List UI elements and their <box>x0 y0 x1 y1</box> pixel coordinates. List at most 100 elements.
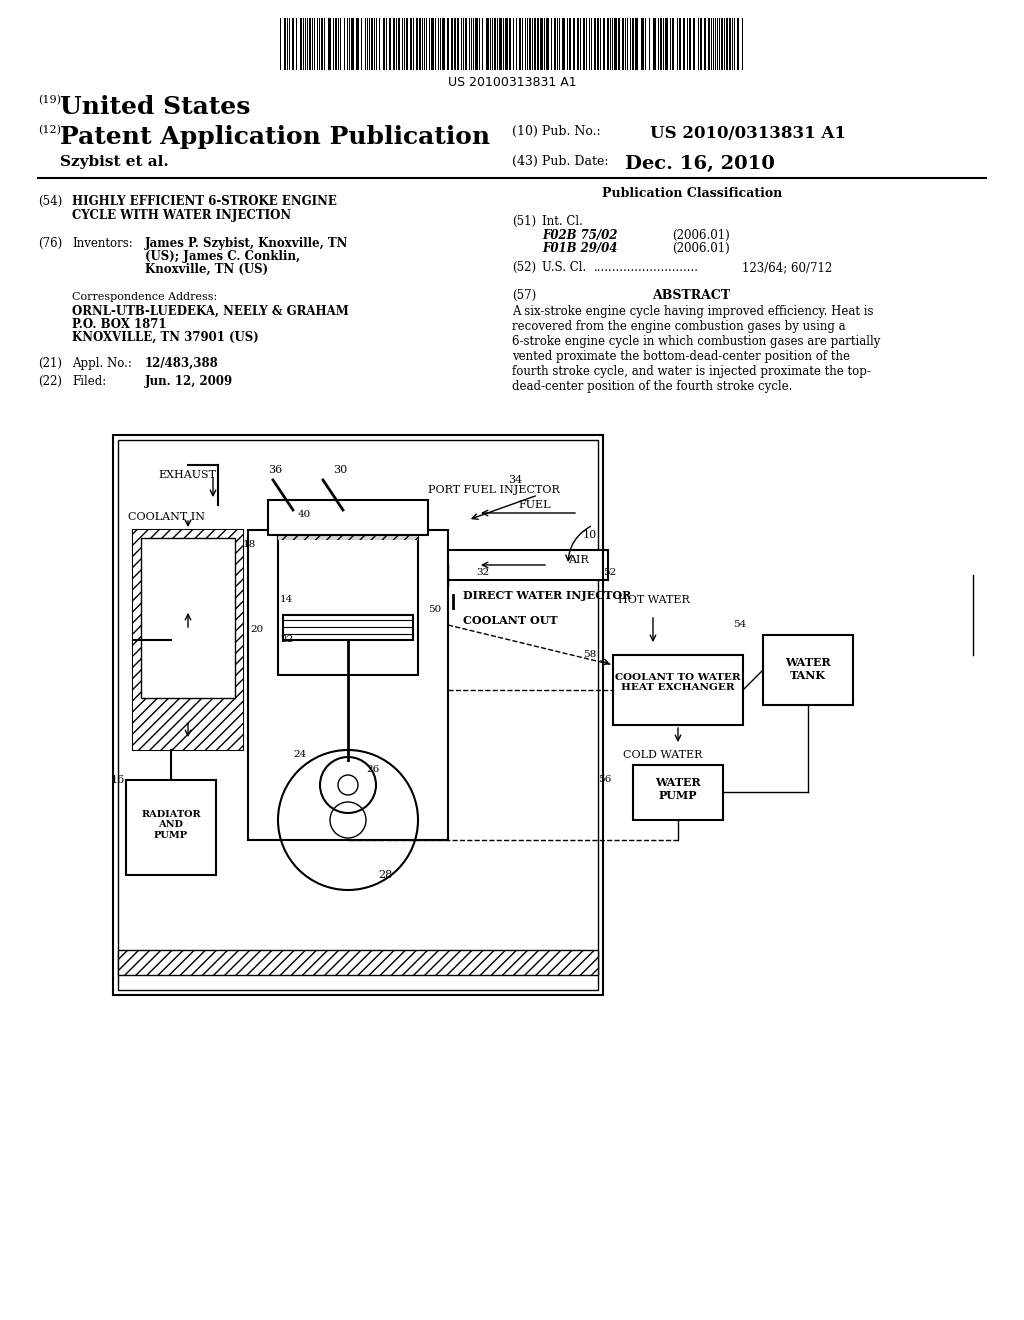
Bar <box>268 500 428 535</box>
Bar <box>494 18 496 70</box>
Bar <box>356 18 359 70</box>
Text: 32: 32 <box>476 568 489 577</box>
Bar <box>410 18 412 70</box>
Bar <box>284 18 286 70</box>
Bar <box>454 18 456 70</box>
Bar <box>546 18 549 70</box>
Text: United States: United States <box>60 95 251 119</box>
Text: EXHAUST: EXHAUST <box>158 470 216 480</box>
Text: (19): (19) <box>38 95 61 106</box>
Bar <box>113 436 603 995</box>
Text: WATER
TANK: WATER TANK <box>785 657 830 681</box>
Text: Jun. 12, 2009: Jun. 12, 2009 <box>145 375 233 388</box>
Text: U.S. Cl.: U.S. Cl. <box>542 261 590 275</box>
Text: Dec. 16, 2010: Dec. 16, 2010 <box>625 154 775 173</box>
Bar <box>618 18 620 70</box>
Bar <box>509 18 511 70</box>
Text: HOT WATER: HOT WATER <box>618 595 690 605</box>
Text: COLD WATER: COLD WATER <box>623 750 702 760</box>
Bar <box>607 18 609 70</box>
Bar <box>577 18 579 70</box>
Text: 40: 40 <box>298 510 311 519</box>
Bar <box>283 615 413 640</box>
Bar <box>641 18 644 70</box>
Bar <box>133 531 243 750</box>
Text: F02B 75/02: F02B 75/02 <box>542 228 617 242</box>
Text: Szybist et al.: Szybist et al. <box>60 154 169 169</box>
Text: (76): (76) <box>38 238 62 249</box>
Bar <box>665 18 668 70</box>
Text: (10) Pub. No.:: (10) Pub. No.: <box>512 125 601 139</box>
Text: (52): (52) <box>512 261 537 275</box>
Bar <box>118 950 598 975</box>
Text: (54): (54) <box>38 195 62 209</box>
Bar <box>562 18 565 70</box>
Bar <box>292 18 294 70</box>
Text: (US); James C. Conklin,: (US); James C. Conklin, <box>145 249 300 263</box>
Bar <box>726 18 728 70</box>
Bar <box>737 18 739 70</box>
Text: 10: 10 <box>583 531 597 540</box>
Bar <box>309 18 311 70</box>
Text: 28: 28 <box>378 870 392 880</box>
Bar <box>705 18 706 70</box>
Text: US 2010/0313831 A1: US 2010/0313831 A1 <box>650 125 846 143</box>
Text: 26: 26 <box>366 766 379 774</box>
Bar <box>519 18 521 70</box>
Bar <box>351 18 354 70</box>
Text: 34: 34 <box>508 475 522 484</box>
Bar <box>486 18 489 70</box>
Text: WATER
PUMP: WATER PUMP <box>655 777 700 801</box>
Text: HIGHLY EFFICIENT 6-STROKE ENGINE: HIGHLY EFFICIENT 6-STROKE ENGINE <box>72 195 337 209</box>
Text: Publication Classification: Publication Classification <box>602 187 782 201</box>
Text: (57): (57) <box>512 289 537 302</box>
Text: CYCLE WITH WATER INJECTION: CYCLE WITH WATER INJECTION <box>72 209 291 222</box>
Text: 16: 16 <box>111 775 125 785</box>
Bar <box>633 766 723 820</box>
Bar <box>431 18 434 70</box>
Text: (12): (12) <box>38 125 61 136</box>
Text: P.O. BOX 1871: P.O. BOX 1871 <box>72 318 167 331</box>
Bar <box>419 18 421 70</box>
Bar <box>613 655 743 725</box>
Text: 22: 22 <box>280 635 293 644</box>
Text: ORNL-UTB-LUEDEKA, NEELY & GRAHAM: ORNL-UTB-LUEDEKA, NEELY & GRAHAM <box>72 305 349 318</box>
Text: RADIATOR
AND
PUMP: RADIATOR AND PUMP <box>141 810 201 840</box>
Text: 30: 30 <box>333 465 347 475</box>
Text: ABSTRACT: ABSTRACT <box>652 289 730 302</box>
Text: James P. Szybist, Knoxville, TN: James P. Szybist, Knoxville, TN <box>145 238 348 249</box>
Text: A six-stroke engine cycle having improved efficiency. Heat is
recovered from the: A six-stroke engine cycle having improve… <box>512 305 881 393</box>
Bar <box>118 440 598 990</box>
Bar <box>449 550 608 579</box>
Bar <box>505 18 508 70</box>
Bar <box>679 18 681 70</box>
Bar <box>597 18 599 70</box>
Bar <box>700 18 702 70</box>
Bar <box>371 18 373 70</box>
Text: COOLANT OUT: COOLANT OUT <box>463 615 558 626</box>
Text: 24: 24 <box>293 750 306 759</box>
Bar <box>653 18 656 70</box>
Bar <box>398 18 400 70</box>
Bar <box>603 18 605 70</box>
Bar <box>383 18 385 70</box>
Bar <box>672 18 674 70</box>
Text: ............................: ............................ <box>594 261 699 275</box>
Bar <box>141 539 234 698</box>
Text: (2006.01): (2006.01) <box>672 242 730 255</box>
Text: 58: 58 <box>583 649 596 659</box>
Bar <box>554 18 556 70</box>
Bar <box>442 18 445 70</box>
Text: F01B 29/04: F01B 29/04 <box>542 242 617 255</box>
Bar <box>416 18 418 70</box>
Text: (43) Pub. Date:: (43) Pub. Date: <box>512 154 608 168</box>
Bar <box>393 18 395 70</box>
Bar <box>540 18 543 70</box>
Text: PORT FUEL INJECTOR: PORT FUEL INJECTOR <box>428 484 560 495</box>
Text: COOLANT IN: COOLANT IN <box>128 512 205 521</box>
Text: Filed:: Filed: <box>72 375 106 388</box>
Bar <box>126 780 216 875</box>
Text: (22): (22) <box>38 375 62 388</box>
Bar <box>622 18 624 70</box>
Text: 14: 14 <box>280 595 293 605</box>
